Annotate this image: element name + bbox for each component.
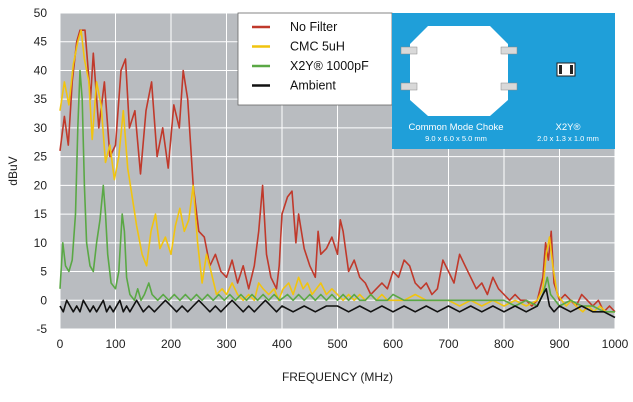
x-tick-label: 600: [383, 337, 403, 351]
y-tick-label: 10: [34, 236, 48, 250]
legend-label-0: No Filter: [290, 20, 337, 34]
y-tick-label: 45: [34, 35, 48, 49]
series-line-0: [59, 29, 616, 313]
legend-label-2: X2Y® 1000pF: [290, 59, 369, 73]
x2y-chip-terminal-left: [559, 65, 562, 74]
y-tick-label: 0: [40, 293, 47, 307]
x-tick-label: 800: [494, 337, 514, 351]
y-axis-title: dBuV: [6, 156, 20, 185]
y-tick-label: 5: [40, 265, 47, 279]
choke-pin-2: [500, 46, 518, 55]
legend-box: [237, 12, 393, 106]
legend-label-3: Ambient: [290, 79, 336, 93]
series-line-2: [59, 69, 615, 313]
x2y-chip-terminal-right: [570, 65, 573, 74]
y-tick-label: 20: [34, 178, 48, 192]
y-tick-label: -5: [36, 322, 47, 336]
y-tick-label: 30: [34, 121, 48, 135]
y-tick-label: 15: [34, 207, 48, 221]
x-tick-label: 200: [161, 337, 181, 351]
x2y-dimensions: 2.0 x 1.3 x 1.0 mm: [537, 134, 599, 143]
choke-pin-1: [400, 82, 418, 91]
x-tick-label: 0: [57, 337, 64, 351]
x-tick-label: 400: [272, 337, 292, 351]
x2y-label: X2Y®: [556, 122, 581, 133]
x-tick-label: 700: [438, 337, 458, 351]
common-mode-choke-illustration: [410, 26, 508, 116]
choke-dimensions: 9.0 x 6.0 x 5.0 mm: [425, 134, 487, 143]
x-tick-label: 300: [216, 337, 236, 351]
series-line-1: [59, 29, 615, 313]
y-tick-label: 35: [34, 92, 48, 106]
x-tick-label: 500: [327, 337, 347, 351]
y-tick-label: 50: [34, 6, 48, 20]
series-line-3: [59, 288, 616, 319]
choke-pin-3: [500, 82, 518, 91]
x-axis-title: FREQUENCY (MHz): [282, 370, 393, 384]
y-tick-label: 25: [34, 150, 48, 164]
y-tick-label: 40: [34, 63, 48, 77]
x-tick-label: 100: [105, 337, 125, 351]
legend-label-1: CMC 5uH: [290, 40, 345, 54]
choke-label: Common Mode Choke: [408, 122, 503, 133]
choke-pin-0: [400, 46, 418, 55]
x-tick-label: 900: [549, 337, 569, 351]
x-tick-label: 1000: [602, 337, 629, 351]
